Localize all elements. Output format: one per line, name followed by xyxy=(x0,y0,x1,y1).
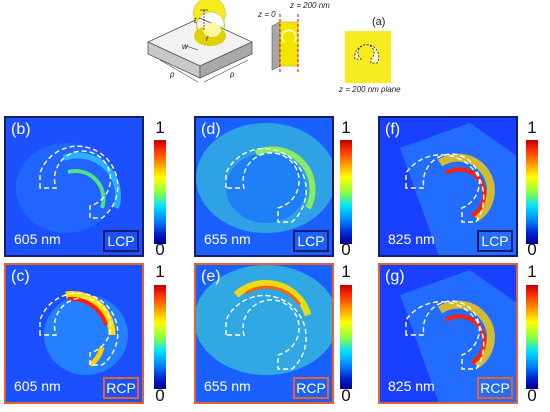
plane-label: z = 200 nm plane xyxy=(339,85,401,94)
colorbar-max-e: 1 xyxy=(341,262,351,281)
dim-p-left: p xyxy=(170,70,175,79)
field-map-b: (b) 605 nm LCP xyxy=(4,116,144,257)
polarization-badge-c: RCP xyxy=(103,377,139,399)
colorbar-max-b: 1 xyxy=(155,118,165,137)
wavelength-f: 825 nm xyxy=(388,231,435,247)
panel-letter-b: (b) xyxy=(11,121,31,138)
panel-letter-f: (f) xyxy=(385,121,401,138)
polarization-badge-f: LCP xyxy=(477,230,513,252)
z200-label: z = 200 nm xyxy=(290,1,330,10)
colorbar-min-d: 0 xyxy=(341,240,351,259)
colorbar-b xyxy=(154,140,166,244)
colorbar-min-e: 0 xyxy=(341,386,351,405)
dim-t: t xyxy=(194,16,197,25)
panel-letter-d: (d) xyxy=(201,121,221,138)
colorbar-f xyxy=(526,140,538,244)
colorbar-d xyxy=(340,140,352,244)
schematic-plane-view xyxy=(345,31,391,83)
colorbar-c xyxy=(154,285,166,389)
z0-label: z = 0 xyxy=(258,10,276,19)
field-map-g: (g) 825 nm RCP xyxy=(378,263,518,404)
colorbar-max-d: 1 xyxy=(341,118,351,137)
colorbar-max-g: 1 xyxy=(527,262,537,281)
wavelength-d: 655 nm xyxy=(204,231,251,247)
panel-letter-g: (g) xyxy=(385,268,405,285)
polarization-badge-e: RCP xyxy=(293,377,329,399)
colorbar-min-f: 0 xyxy=(527,240,537,259)
panel-label-a: (a) xyxy=(372,16,386,28)
dim-r: r xyxy=(206,34,209,43)
polarization-badge-g: RCP xyxy=(477,377,513,399)
colorbar-min-c: 0 xyxy=(155,386,165,405)
polarization-badge-d: LCP xyxy=(293,230,329,252)
polarization-badge-b: LCP xyxy=(103,230,139,252)
wavelength-e: 655 nm xyxy=(204,378,251,394)
field-map-e: (e) 655 nm RCP xyxy=(194,263,334,404)
dim-w: w xyxy=(182,42,188,51)
colorbar-max-f: 1 xyxy=(527,118,537,137)
wavelength-b: 605 nm xyxy=(14,231,61,247)
panel-letter-e: (e) xyxy=(201,268,221,285)
field-map-f: (f) 825 nm LCP xyxy=(378,116,518,257)
colorbar-min-b: 0 xyxy=(155,240,165,259)
field-map-d: (d) 655 nm LCP xyxy=(194,116,334,257)
colorbar-g xyxy=(526,285,538,389)
dim-p-right: p xyxy=(230,70,235,79)
colorbar-max-c: 1 xyxy=(155,262,165,281)
schematic-3d-unit-cell: t w r p p xyxy=(140,0,260,95)
wavelength-g: 825 nm xyxy=(388,378,435,394)
field-map-c: (c) 605 nm RCP xyxy=(4,263,144,404)
schematic-side-view xyxy=(268,14,308,74)
panel-letter-c: (c) xyxy=(11,268,30,285)
colorbar-min-g: 0 xyxy=(527,386,537,405)
wavelength-c: 605 nm xyxy=(14,378,61,394)
colorbar-e xyxy=(340,285,352,389)
